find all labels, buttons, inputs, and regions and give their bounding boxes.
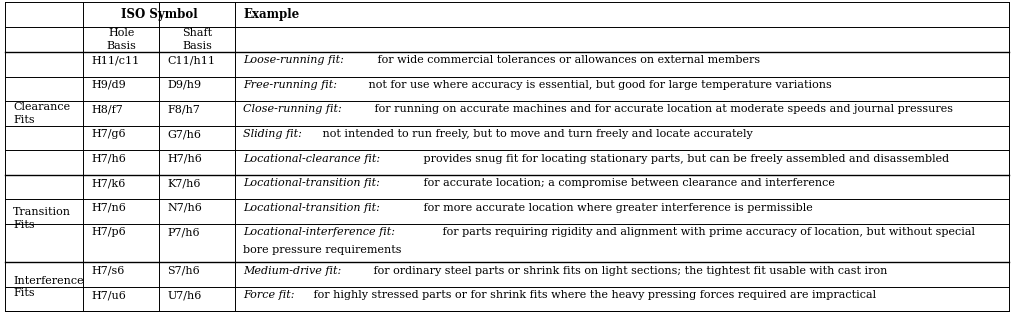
Text: H9/d9: H9/d9 [91, 80, 126, 90]
Text: for wide commercial tolerances or allowances on external members: for wide commercial tolerances or allowa… [373, 55, 759, 66]
Text: not intended to run freely, but to move and turn freely and locate accurately: not intended to run freely, but to move … [319, 129, 753, 139]
Text: C11/h11: C11/h11 [167, 55, 215, 66]
Text: H7/h6: H7/h6 [167, 154, 202, 164]
Text: Free-running fit:: Free-running fit: [243, 80, 338, 90]
Text: H7/k6: H7/k6 [91, 178, 126, 188]
Text: Shaft
Basis: Shaft Basis [183, 28, 212, 51]
Text: for parts requiring rigidity and alignment with prime accuracy of location, but : for parts requiring rigidity and alignme… [439, 227, 975, 237]
Text: H11/c11: H11/c11 [91, 55, 140, 66]
Text: H7/n6: H7/n6 [91, 203, 126, 213]
Text: Close-running fit:: Close-running fit: [243, 104, 342, 115]
Text: Medium-drive fit:: Medium-drive fit: [243, 266, 342, 276]
Text: H7/g6: H7/g6 [91, 129, 126, 139]
Text: Example: Example [243, 8, 299, 21]
Text: for accurate location; a compromise between clearance and interference: for accurate location; a compromise betw… [420, 178, 835, 188]
Text: P7/h6: P7/h6 [167, 227, 200, 237]
Text: F8/h7: F8/h7 [167, 104, 200, 115]
Text: G7/h6: G7/h6 [167, 129, 202, 139]
Text: provides snug fit for locating stationary parts, but can be freely assembled and: provides snug fit for locating stationar… [420, 154, 949, 164]
Text: Locational-clearance fit:: Locational-clearance fit: [243, 154, 380, 164]
Text: U7/h6: U7/h6 [167, 290, 202, 300]
Text: N7/h6: N7/h6 [167, 203, 202, 213]
Text: for more accurate location where greater interference is permissible: for more accurate location where greater… [420, 203, 813, 213]
Text: for ordinary steel parts or shrink fits on light sections; the tightest fit usab: for ordinary steel parts or shrink fits … [370, 266, 887, 276]
Text: H8/f7: H8/f7 [91, 104, 123, 115]
Text: D9/h9: D9/h9 [167, 80, 202, 90]
Text: K7/h6: K7/h6 [167, 178, 201, 188]
Text: ISO Symbol: ISO Symbol [121, 8, 198, 21]
Text: for running on accurate machines and for accurate location at moderate speeds an: for running on accurate machines and for… [371, 104, 953, 115]
Text: for highly stressed parts or for shrink fits where the heavy pressing forces req: for highly stressed parts or for shrink … [310, 290, 876, 300]
Text: Clearance
Fits: Clearance Fits [13, 102, 70, 125]
Text: not for use where accuracy is essential, but good for large temperature variatio: not for use where accuracy is essential,… [365, 80, 831, 90]
Text: Hole
Basis: Hole Basis [106, 28, 136, 51]
Text: Locational-transition fit:: Locational-transition fit: [243, 203, 380, 213]
Text: H7/p6: H7/p6 [91, 227, 126, 237]
Text: H7/s6: H7/s6 [91, 266, 125, 276]
Text: Force fit:: Force fit: [243, 290, 295, 300]
Text: Locational-interference fit:: Locational-interference fit: [243, 227, 395, 237]
Text: H7/u6: H7/u6 [91, 290, 126, 300]
Text: Interference
Fits: Interference Fits [13, 276, 84, 298]
Text: S7/h6: S7/h6 [167, 266, 200, 276]
Text: Transition
Fits: Transition Fits [13, 207, 71, 230]
Text: Locational-transition fit:: Locational-transition fit: [243, 178, 380, 188]
Text: bore pressure requirements: bore pressure requirements [243, 245, 402, 255]
Text: H7/h6: H7/h6 [91, 154, 126, 164]
Text: Sliding fit:: Sliding fit: [243, 129, 302, 139]
Text: Loose-running fit:: Loose-running fit: [243, 55, 344, 66]
